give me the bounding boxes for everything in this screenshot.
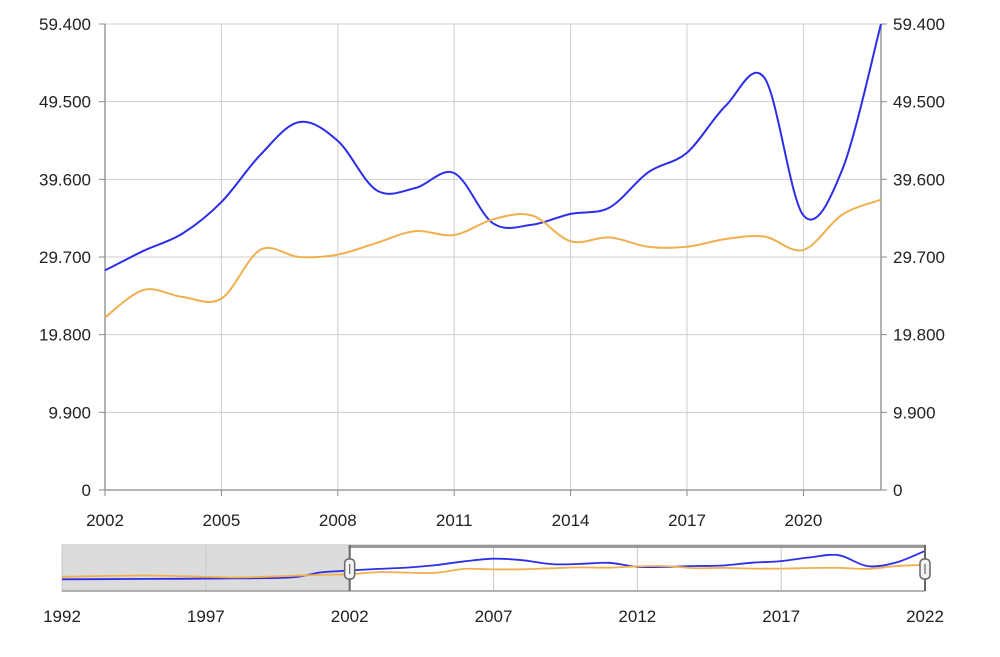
- y-tick-label-right: 19.800: [893, 326, 945, 345]
- y-tick-label-left: 19.800: [39, 326, 91, 345]
- y-tick-label-right: 39.600: [893, 170, 945, 189]
- y-tick-label-left: 9.900: [48, 403, 91, 422]
- navigator-tick-label: 2007: [475, 607, 513, 626]
- navigator-tick-label: 1997: [187, 607, 225, 626]
- navigator-tick-label: 2012: [618, 607, 656, 626]
- x-tick-label: 2017: [668, 511, 706, 530]
- y-tick-label-left: 0: [82, 481, 91, 500]
- x-tick-label: 2008: [319, 511, 357, 530]
- y-tick-label-right: 29.700: [893, 248, 945, 267]
- navigator-tick-label: 2017: [762, 607, 800, 626]
- series-line-1: [104, 23, 882, 272]
- x-tick-label: 2002: [86, 511, 124, 530]
- x-tick-label: 2011: [436, 511, 473, 530]
- y-tick-label-left: 29.700: [39, 248, 91, 267]
- navigator-tick-label: 2022: [906, 607, 944, 626]
- y-tick-label-right: 59.400: [893, 15, 945, 34]
- x-tick-label: 2020: [784, 511, 822, 530]
- navigator-tick-label: 1992: [43, 607, 81, 626]
- y-tick-label-right: 49.500: [893, 93, 945, 112]
- navigator-tick-label: 2002: [331, 607, 369, 626]
- navigator-series-line-2: [61, 564, 926, 579]
- y-tick-label-left: 59.400: [39, 15, 91, 34]
- navigator-selection-top-bar: [349, 545, 926, 548]
- y-tick-label-left: 49.500: [39, 93, 91, 112]
- y-tick-label-right: 9.900: [893, 403, 936, 422]
- series-line-2: [104, 198, 882, 319]
- y-tick-label-right: 0: [893, 481, 902, 500]
- x-tick-label: 2014: [552, 511, 590, 530]
- x-tick-label: 2005: [202, 511, 240, 530]
- navigator-series-line-1: [61, 550, 926, 581]
- y-tick-label-left: 39.600: [39, 170, 91, 189]
